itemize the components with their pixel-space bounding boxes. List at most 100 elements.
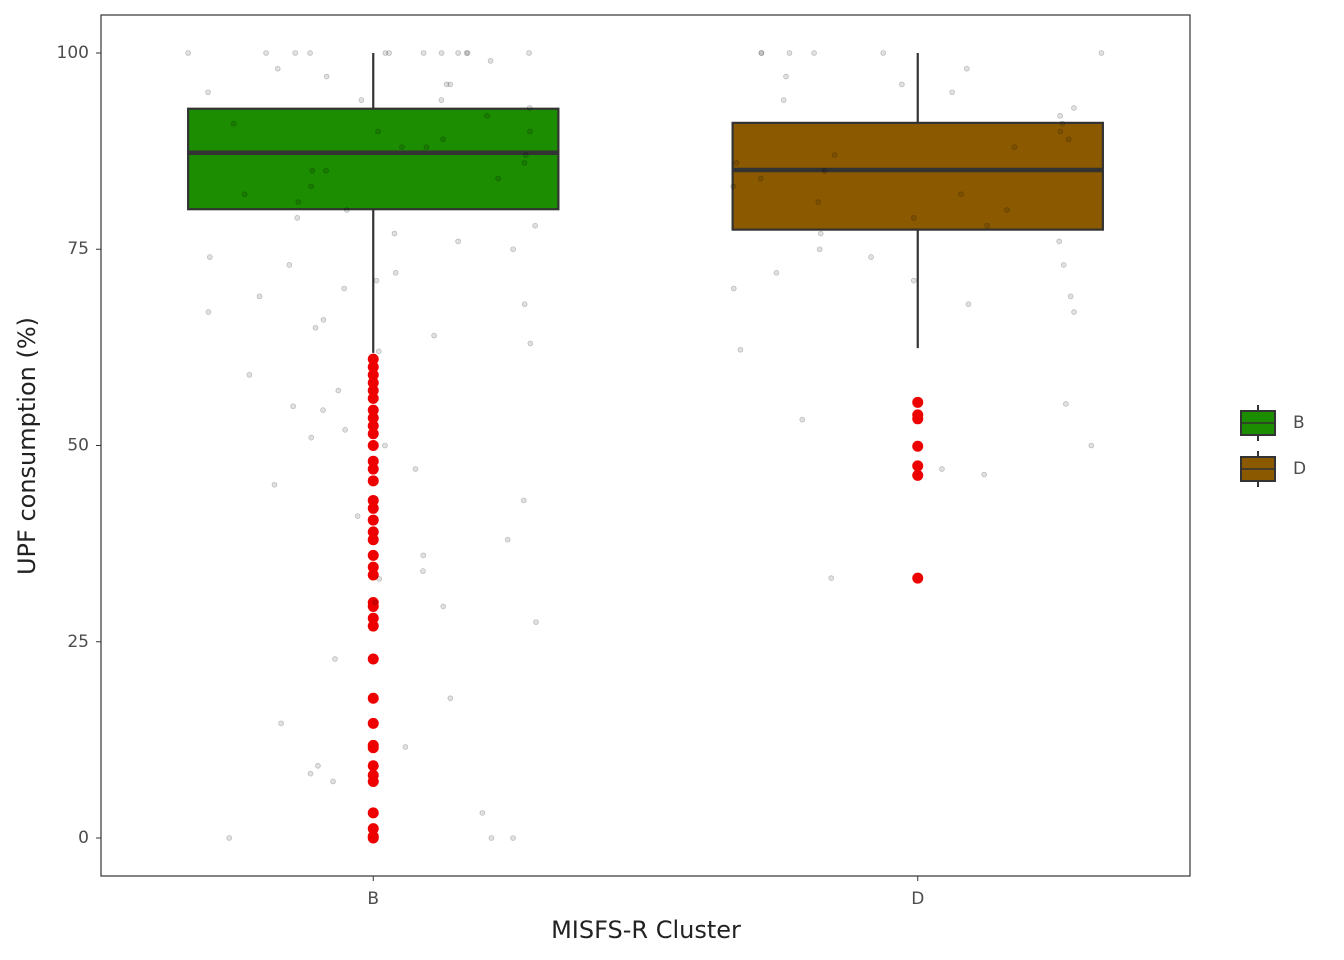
jitter-point xyxy=(455,50,461,56)
outlier xyxy=(367,832,379,844)
jitter-point xyxy=(1065,136,1072,143)
outlier xyxy=(367,760,379,772)
jitter-point xyxy=(521,301,528,307)
jitter-point xyxy=(522,152,529,158)
jitter-point xyxy=(757,175,764,182)
jitter-point xyxy=(520,497,527,504)
legend-label: D xyxy=(1293,459,1306,479)
jitter-point xyxy=(420,568,426,574)
jitter-point xyxy=(431,332,437,339)
outlier xyxy=(367,620,379,632)
jitter-point xyxy=(984,222,990,229)
jitter-point xyxy=(1071,105,1077,111)
outlier xyxy=(367,475,379,487)
jitter-point xyxy=(375,348,382,355)
jitter-point xyxy=(758,50,765,56)
jitter-point xyxy=(307,50,313,56)
jitter-point xyxy=(373,277,380,284)
jitter-point xyxy=(780,97,787,103)
outlier xyxy=(367,526,379,538)
jitter-point xyxy=(811,50,817,56)
jitter-point xyxy=(438,50,445,56)
outlier xyxy=(912,440,924,452)
jitter-point xyxy=(730,285,737,292)
jitter-point xyxy=(274,65,281,72)
outlier xyxy=(367,412,379,424)
jitter-point xyxy=(256,293,263,300)
jitter-point xyxy=(868,254,874,260)
jitter-point xyxy=(330,778,336,785)
jitter-point xyxy=(447,81,454,88)
jitter-point xyxy=(521,160,528,166)
jitter-point xyxy=(455,238,461,245)
jitter-point xyxy=(391,230,398,237)
jitter-point xyxy=(358,97,365,103)
jitter-point xyxy=(1098,50,1105,56)
jitter-point xyxy=(786,50,793,56)
outlier xyxy=(912,396,924,408)
jitter-point xyxy=(730,183,737,190)
jitter-point xyxy=(828,575,835,581)
jitter-point xyxy=(1057,112,1063,119)
jitter-point xyxy=(392,269,399,276)
jitter-point xyxy=(402,744,409,750)
outlier xyxy=(367,775,379,787)
jitter-point xyxy=(307,770,314,777)
x-axis-title: MISFS-R Cluster xyxy=(551,916,741,944)
outlier xyxy=(367,823,379,835)
outlier xyxy=(367,369,379,381)
jitter-point xyxy=(286,262,293,268)
jitter-point xyxy=(386,50,392,56)
y-tick-label: 0 xyxy=(78,828,89,848)
jitter-point xyxy=(443,81,450,88)
jitter-point xyxy=(420,50,427,56)
jitter-point xyxy=(526,105,533,111)
jitter-point xyxy=(308,183,314,190)
y-axis-title: UPF consumption (%) xyxy=(13,317,41,575)
outlier xyxy=(367,653,379,665)
outlier xyxy=(912,413,924,425)
outlier xyxy=(367,385,379,397)
jitter-point xyxy=(372,599,378,606)
jitter-point xyxy=(440,603,447,610)
jitter-point xyxy=(271,481,278,488)
jitter-point xyxy=(263,50,269,56)
jitter-point xyxy=(463,50,470,56)
jitter-point xyxy=(332,656,338,662)
box xyxy=(731,121,1104,231)
legend-label: B xyxy=(1293,413,1305,433)
jitter-point xyxy=(440,136,446,143)
jitter-point xyxy=(487,58,494,64)
outlier xyxy=(367,514,379,526)
jitter-point xyxy=(527,128,533,135)
jitter-point xyxy=(420,552,427,559)
jitter-point xyxy=(1004,207,1010,213)
jitter-point xyxy=(323,73,330,80)
jitter-point xyxy=(910,277,917,284)
y-tick-label: 50 xyxy=(67,436,89,456)
jitter-point xyxy=(412,466,419,472)
jitter-point xyxy=(479,810,486,816)
jitter-point xyxy=(1067,293,1074,300)
jitter-point xyxy=(533,619,539,625)
jitter-point xyxy=(226,835,233,841)
jitter-point xyxy=(527,340,534,347)
jitter-point xyxy=(880,50,887,56)
jitter-point xyxy=(949,89,955,96)
jitter-point xyxy=(958,191,964,198)
jitter-point xyxy=(488,835,495,841)
outlier xyxy=(367,353,379,365)
jitter-point xyxy=(831,152,838,158)
jitter-point xyxy=(343,207,350,213)
outlier xyxy=(367,807,379,819)
jitter-point xyxy=(354,513,361,519)
jitter-point xyxy=(799,416,806,423)
jitter-point xyxy=(532,222,538,229)
outlier xyxy=(367,742,379,754)
jitter-point xyxy=(447,695,454,702)
jitter-point xyxy=(376,576,383,582)
jitter-point xyxy=(309,167,316,174)
jitter-point xyxy=(399,144,405,150)
jitter-point xyxy=(320,407,326,413)
outlier xyxy=(367,534,379,546)
